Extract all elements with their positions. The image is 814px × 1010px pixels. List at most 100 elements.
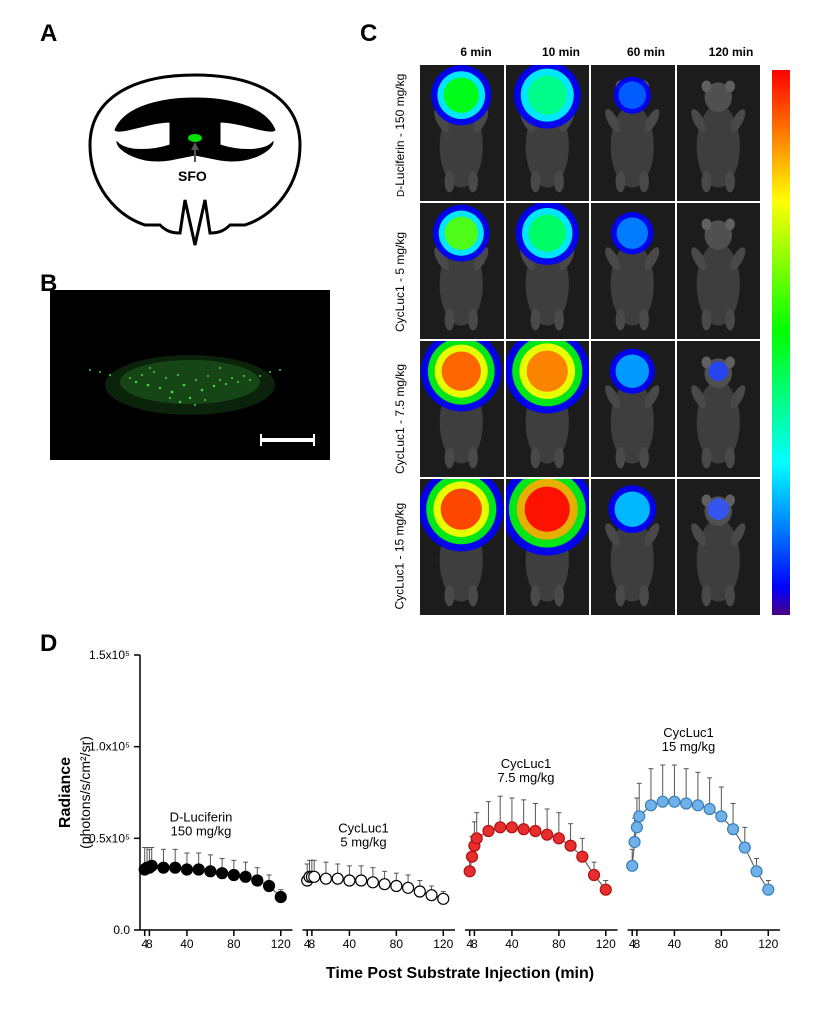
ytick-0: 0.0: [113, 923, 130, 937]
series-label-2-1: CycLuc1: [501, 756, 552, 771]
xtick-2-2: 40: [505, 937, 519, 951]
c-image-grid: [420, 65, 760, 615]
marker-3-9: [704, 804, 715, 815]
xtick-3-4: 120: [758, 937, 778, 951]
marker-1-14: [438, 893, 449, 904]
panel-b-micrograph: [50, 290, 330, 460]
marker-3-1: [629, 837, 640, 848]
marker-3-2: [631, 822, 642, 833]
marker-0-3: [146, 860, 157, 871]
xtick-1-4: 120: [433, 937, 453, 951]
ytick-2: 1.0x10⁵: [89, 740, 130, 754]
marker-2-0: [464, 866, 475, 877]
marker-0-8: [205, 866, 216, 877]
marker-2-10: [553, 833, 564, 844]
marker-2-8: [530, 826, 541, 837]
series-label-3-2: 15 mg/kg: [662, 739, 715, 754]
xtick-2-3: 80: [552, 937, 566, 951]
marker-1-9: [379, 879, 390, 890]
marker-0-6: [181, 864, 192, 875]
series-label-0-1: D-Luciferin: [170, 809, 233, 824]
panel-a-label: A: [40, 20, 57, 48]
c-cell-1-2: [591, 203, 675, 339]
c-cell-0-2: [591, 65, 675, 201]
scale-bar: [260, 438, 315, 442]
marker-3-12: [739, 842, 750, 853]
marker-3-5: [657, 796, 668, 807]
xtick-0-4: 120: [271, 937, 291, 951]
marker-0-12: [252, 875, 263, 886]
marker-1-6: [344, 875, 355, 886]
sfo-text-label: SFO: [178, 168, 207, 184]
marker-2-4: [483, 826, 494, 837]
marker-3-6: [669, 796, 680, 807]
ytick-1: 0.5x10⁵: [89, 831, 130, 845]
xtick-2-4: 120: [596, 937, 616, 951]
c-cell-1-0: [420, 203, 504, 339]
ytick-3: 1.5x10⁵: [89, 648, 130, 662]
c-cell-0-0: [420, 65, 504, 201]
marker-3-11: [728, 824, 739, 835]
marker-3-3: [634, 811, 645, 822]
brain-svg: [60, 50, 330, 250]
c-cell-3-0: [420, 479, 504, 615]
xtick-1-3: 80: [390, 937, 404, 951]
xtick-1-1: 8: [309, 937, 316, 951]
marker-1-10: [391, 881, 402, 892]
marker-3-8: [692, 800, 703, 811]
series-label-0-2: 150 mg/kg: [171, 823, 232, 838]
marker-0-13: [264, 881, 275, 892]
marker-2-3: [471, 833, 482, 844]
c-col-0: 6 min: [436, 45, 516, 59]
marker-1-5: [332, 873, 343, 884]
xtick-0-3: 80: [227, 937, 241, 951]
sfo-marker: [188, 134, 202, 142]
c-cell-0-1: [506, 65, 590, 201]
marker-3-10: [716, 811, 727, 822]
marker-0-14: [275, 892, 286, 903]
xtick-3-1: 8: [634, 937, 641, 951]
colorbar: [772, 70, 790, 615]
marker-0-10: [228, 870, 239, 881]
marker-2-9: [542, 829, 553, 840]
c-cell-2-1: [506, 341, 590, 477]
marker-1-3: [309, 871, 320, 882]
series-label-3-1: CycLuc1: [663, 725, 714, 740]
marker-3-0: [627, 860, 638, 871]
c-cell-2-3: [677, 341, 761, 477]
marker-0-4: [158, 862, 169, 873]
marker-0-11: [240, 871, 251, 882]
series-label-1-1: CycLuc1: [338, 820, 389, 835]
series-label-1-2: 5 mg/kg: [340, 834, 386, 849]
c-cell-1-3: [677, 203, 761, 339]
micrograph-svg: [50, 290, 330, 460]
c-row-2: CycLuc1 - 7.5 mg/kg: [393, 354, 407, 474]
c-row-1: CycLuc1 - 5 mg/kg: [393, 222, 407, 332]
ylabel: Radiance: [57, 757, 74, 828]
c-col-3: 120 min: [691, 45, 771, 59]
marker-2-7: [518, 824, 529, 835]
c-cell-3-1: [506, 479, 590, 615]
marker-1-7: [356, 875, 367, 886]
c-cell-2-0: [420, 341, 504, 477]
series-label-2-2: 7.5 mg/kg: [497, 770, 554, 785]
panel-d-chart: 0.0 0.5x10⁵ 1.0x10⁵ 1.5x10⁵ Radiance(photons…: [50, 640, 790, 990]
marker-2-6: [506, 822, 517, 833]
c-row-0: D-Luciferin - 150 mg/kg: [393, 77, 407, 197]
panel-c-label: C: [360, 20, 377, 48]
c-cell-1-1: [506, 203, 590, 339]
panel-a-schematic: SFO: [60, 50, 330, 250]
marker-1-12: [414, 886, 425, 897]
marker-0-9: [217, 868, 228, 879]
c-col-2: 60 min: [606, 45, 686, 59]
xtick-3-2: 40: [668, 937, 682, 951]
ylabel2: (photons/s/cm²/sr): [77, 736, 93, 849]
gfp-signal: [105, 355, 275, 415]
panel-c-container: 6 min 10 min 60 min 120 min D-Luciferin …: [370, 45, 790, 615]
figure-container: A B C D SFO: [20, 20, 794, 990]
marker-0-5: [170, 862, 181, 873]
marker-2-5: [495, 822, 506, 833]
marker-2-11: [565, 840, 576, 851]
c-cell-0-3: [677, 65, 761, 201]
xtick-0-2: 40: [180, 937, 194, 951]
